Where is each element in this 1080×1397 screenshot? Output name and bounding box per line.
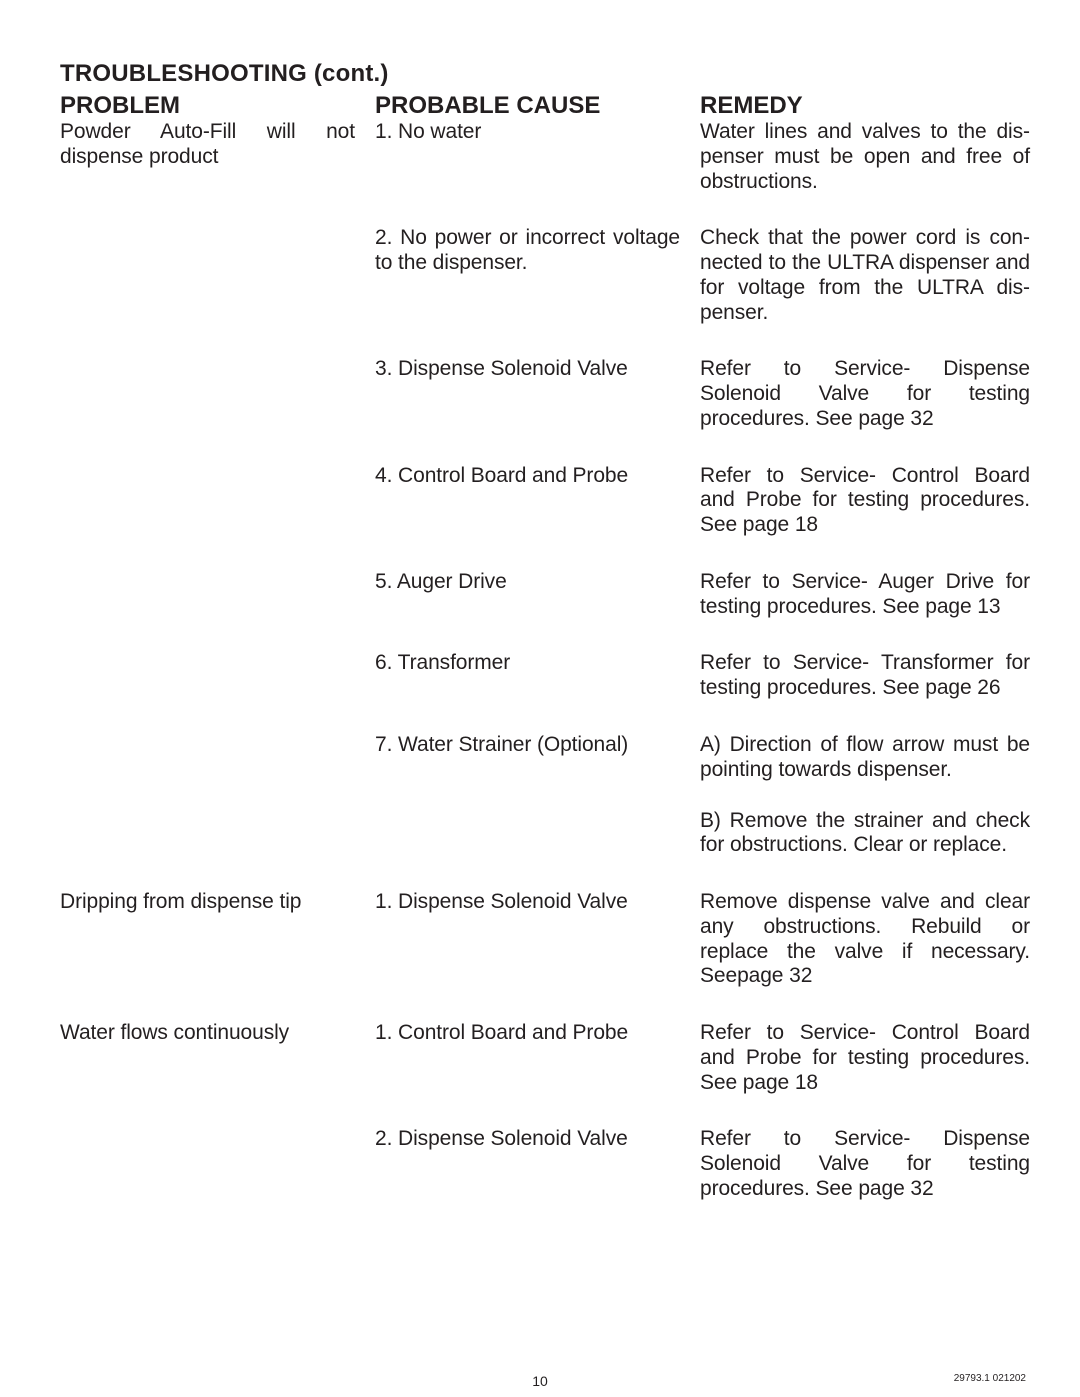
table-cell-problem bbox=[60, 357, 355, 431]
col-head-cause: PROBABLE CAUSE bbox=[375, 92, 680, 120]
table-cell-problem bbox=[60, 733, 355, 783]
document-id: 29793.1 021202 bbox=[954, 1373, 1026, 1384]
table-cell-cause: 1. No water bbox=[375, 120, 680, 194]
table-cell-cause: 4. Control Board and Probe bbox=[375, 464, 680, 538]
table-cell-problem bbox=[60, 464, 355, 538]
table-cell-problem: Dripping from dispense tip bbox=[60, 890, 355, 989]
table-cell-problem bbox=[60, 226, 355, 325]
table-cell-problem: Water flows continuously bbox=[60, 1021, 355, 1095]
table-cell-cause: 5. Auger Drive bbox=[375, 570, 680, 620]
table-cell-remedy: Refer to Service- Transformer for testin… bbox=[700, 651, 1030, 701]
table-cell-cause: 6. Transformer bbox=[375, 651, 680, 701]
table-cell-remedy: B) Remove the strainer and check for obs… bbox=[700, 809, 1030, 859]
table-cell-problem bbox=[60, 570, 355, 620]
troubleshooting-table: PROBLEM PROBABLE CAUSE REMEDY Powder Aut… bbox=[60, 92, 1030, 1202]
table-cell-remedy: Refer to Service- Control Board and Prob… bbox=[700, 464, 1030, 538]
table-cell-problem: Powder Auto-Fill will not dispense produ… bbox=[60, 120, 355, 194]
page-number: 10 bbox=[0, 1373, 1080, 1389]
table-cell-problem bbox=[60, 809, 355, 859]
table-cell-remedy: Water lines and valves to the dis­penser… bbox=[700, 120, 1030, 194]
table-cell-problem bbox=[60, 651, 355, 701]
col-head-remedy: REMEDY bbox=[700, 92, 1030, 120]
table-cell-cause: 3. Dispense Solenoid Valve bbox=[375, 357, 680, 431]
table-cell-remedy: Refer to Service- Dispense Solenoid Valv… bbox=[700, 1127, 1030, 1201]
table-cell-remedy: Refer to Service- Dispense Solenoid Valv… bbox=[700, 357, 1030, 431]
table-cell-remedy: Refer to Service- Control Board and Prob… bbox=[700, 1021, 1030, 1095]
table-cell-remedy: Check that the power cord is con­nected … bbox=[700, 226, 1030, 325]
table-cell-remedy: A) Direction of flow arrow must be point… bbox=[700, 733, 1030, 783]
table-cell-cause: 7. Water Strainer (Optional) bbox=[375, 733, 680, 783]
table-cell-problem bbox=[60, 1127, 355, 1201]
col-head-problem: PROBLEM bbox=[60, 92, 355, 120]
table-cell-cause bbox=[375, 809, 680, 859]
table-cell-cause: 2. Dispense Solenoid Valve bbox=[375, 1127, 680, 1201]
table-cell-cause: 1. Control Board and Probe bbox=[375, 1021, 680, 1095]
section-title: TROUBLESHOOTING (cont.) bbox=[60, 60, 1030, 88]
table-cell-cause: 1. Dispense Solenoid Valve bbox=[375, 890, 680, 989]
table-cell-remedy: Refer to Service- Auger Drive for testin… bbox=[700, 570, 1030, 620]
table-cell-remedy: Remove dispense valve and clear any obst… bbox=[700, 890, 1030, 989]
table-cell-cause: 2. No power or incorrect voltage to the … bbox=[375, 226, 680, 325]
